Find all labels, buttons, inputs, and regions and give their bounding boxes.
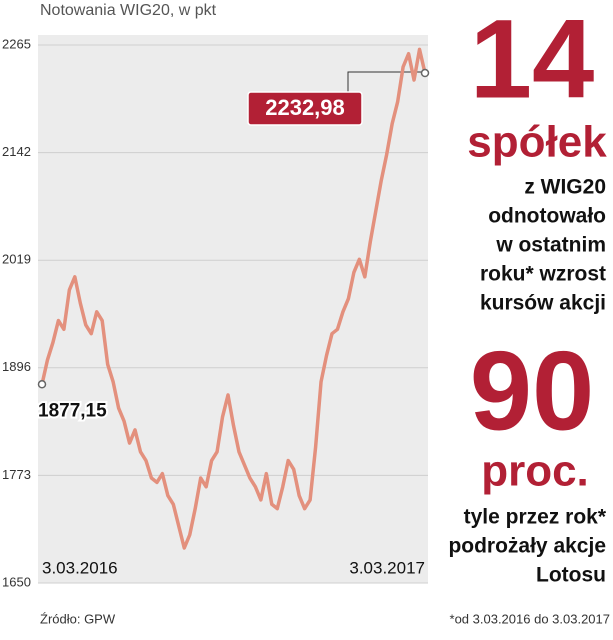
end-marker xyxy=(420,68,430,78)
side-text: roku* wzrost xyxy=(480,263,606,286)
y-tick-label: 1650 xyxy=(2,574,31,589)
side-text: kursów akcji xyxy=(480,292,606,315)
y-tick-label: 2019 xyxy=(2,252,31,267)
big-unit: spółek xyxy=(467,118,607,167)
y-tick-label: 1773 xyxy=(2,467,31,482)
leader-line xyxy=(347,71,425,92)
line xyxy=(40,47,427,550)
plot-panel xyxy=(38,35,428,583)
big-unit: proc. xyxy=(481,447,589,496)
x-tick-label: 3.03.2016 xyxy=(42,558,118,577)
side-text: odnotowało xyxy=(488,205,606,228)
end-marker xyxy=(37,380,47,389)
side-text: Lotosu xyxy=(536,564,606,587)
big-number: 90 xyxy=(470,329,595,454)
footnote: *od 3.03.2016 do 3.03.2017 xyxy=(450,611,610,626)
y-tick-label: 1896 xyxy=(2,359,31,374)
big-number: 14 xyxy=(470,0,595,122)
y-tick-label: 2142 xyxy=(2,144,31,159)
x-tick-label: 3.03.2017 xyxy=(349,558,425,577)
value-label: 1877,15 xyxy=(38,400,107,421)
source: Źródło: GPW xyxy=(40,611,116,626)
chart-title: Notowania WIG20, w pkt xyxy=(40,2,217,19)
side-text: w ostatnim xyxy=(495,234,606,257)
side-text: tyle przez rok* xyxy=(464,506,607,529)
side-text: z WIG20 xyxy=(524,176,606,199)
value-label: 2232,98 xyxy=(265,95,345,120)
side-text: podrożały akcje xyxy=(448,535,606,558)
y-tick-label: 2265 xyxy=(2,36,31,51)
value-label-box xyxy=(247,91,363,126)
